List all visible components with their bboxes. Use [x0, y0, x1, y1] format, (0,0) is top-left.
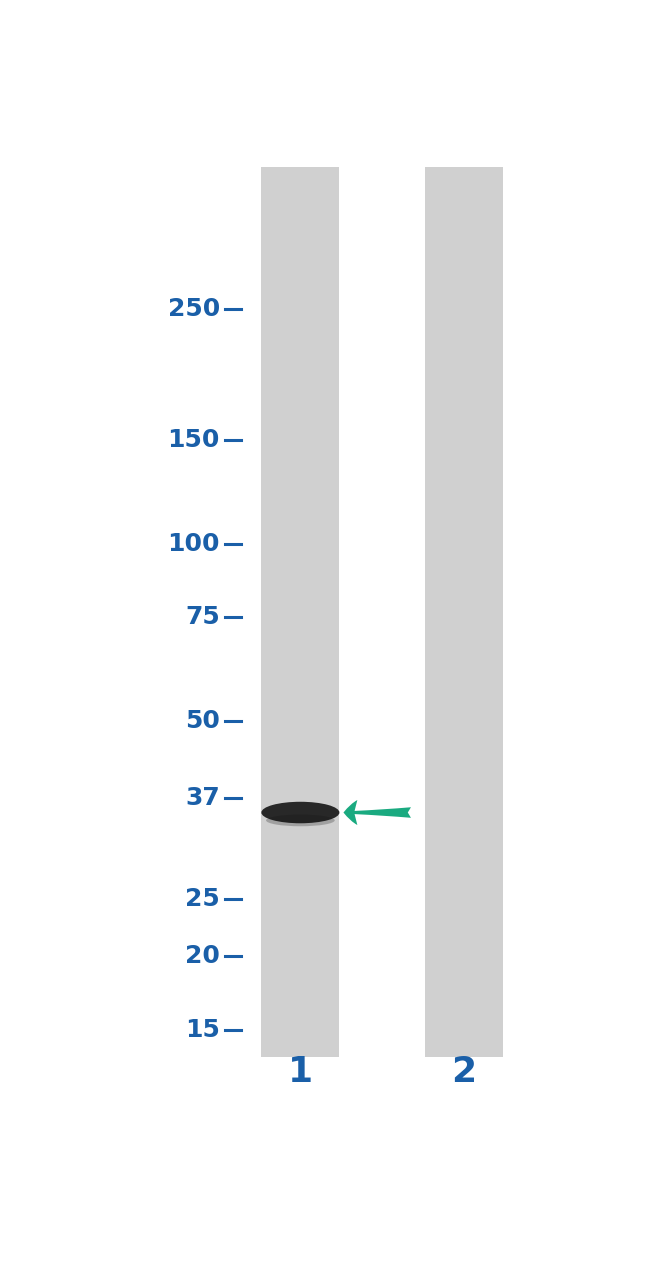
Text: 75: 75: [185, 606, 220, 630]
Text: 20: 20: [185, 944, 220, 968]
Text: 37: 37: [185, 786, 220, 810]
Text: 2: 2: [452, 1054, 476, 1088]
Text: 25: 25: [185, 886, 220, 911]
Ellipse shape: [261, 801, 339, 823]
Text: 15: 15: [185, 1017, 220, 1041]
Bar: [425, 168, 503, 1057]
Text: 50: 50: [185, 709, 220, 733]
Text: 250: 250: [168, 297, 220, 321]
Bar: [261, 168, 339, 1057]
Text: 150: 150: [168, 428, 220, 452]
Text: 100: 100: [167, 532, 220, 555]
Text: 1: 1: [288, 1054, 313, 1088]
Ellipse shape: [266, 814, 335, 827]
